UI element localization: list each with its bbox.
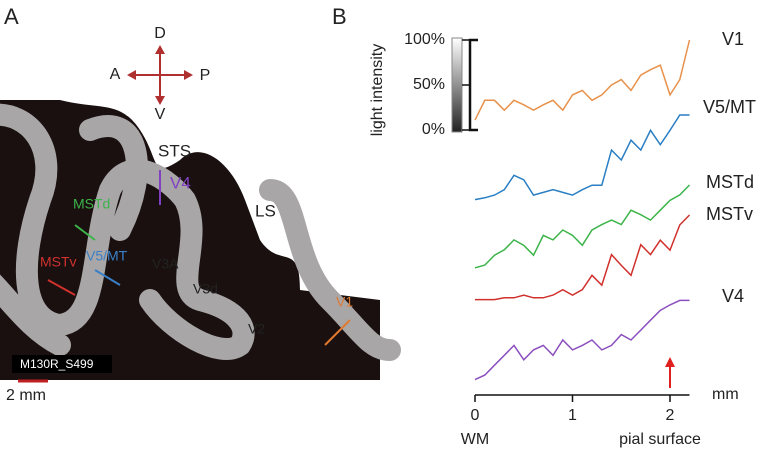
area-label: STS — [158, 141, 191, 160]
trace — [474, 299, 690, 381]
panel-label: B — [332, 4, 347, 29]
x-tick-label: 0 — [471, 407, 480, 424]
x-unit: mm — [712, 386, 739, 403]
scale-tick-label: 100% — [404, 31, 445, 48]
area-label: V5/MT — [86, 248, 128, 264]
scale-tick-label: 50% — [413, 76, 445, 93]
compass-label: P — [200, 67, 211, 84]
series-label: MSTd — [706, 172, 754, 192]
x-tick-label: 1 — [568, 407, 577, 424]
intensity-scale — [451, 37, 463, 133]
area-label: V4 — [170, 173, 191, 192]
trace — [475, 214, 691, 301]
area-label: V1 — [336, 294, 353, 310]
trace — [474, 114, 690, 201]
scale-label: 2 mm — [6, 387, 46, 404]
area-label: MSTd — [73, 196, 110, 212]
y-axis-label: light intensity — [369, 44, 386, 137]
trace — [474, 184, 691, 269]
scale-tick-label: 0% — [422, 121, 445, 138]
pial-arrowhead — [665, 357, 675, 367]
area-marker — [94, 269, 121, 286]
x-start-label: WM — [461, 431, 489, 448]
area-label: V2 — [248, 321, 265, 337]
area-label: V3A — [152, 256, 179, 272]
compass-label: D — [154, 25, 166, 42]
compass-label: A — [110, 66, 121, 83]
compass-label: V — [155, 106, 166, 123]
area-marker — [324, 319, 351, 346]
compass — [127, 45, 193, 105]
area-label: V3d — [193, 281, 218, 297]
area-marker — [47, 279, 76, 296]
panel-label: A — [4, 4, 19, 29]
x-tick-label: 2 — [666, 407, 675, 424]
micrograph — [0, 100, 401, 380]
series-label: V4 — [722, 286, 744, 306]
area-label: LS — [255, 201, 276, 220]
area-marker — [74, 224, 96, 241]
series-label: MSTv — [706, 204, 753, 224]
series-label: V1 — [722, 29, 744, 49]
trace — [474, 39, 691, 121]
area-label: MSTv — [40, 254, 77, 270]
section-id: M130R_S499 — [20, 357, 94, 371]
series-label: V5/MT — [703, 97, 756, 117]
x-end-label: pial surface — [619, 431, 701, 448]
